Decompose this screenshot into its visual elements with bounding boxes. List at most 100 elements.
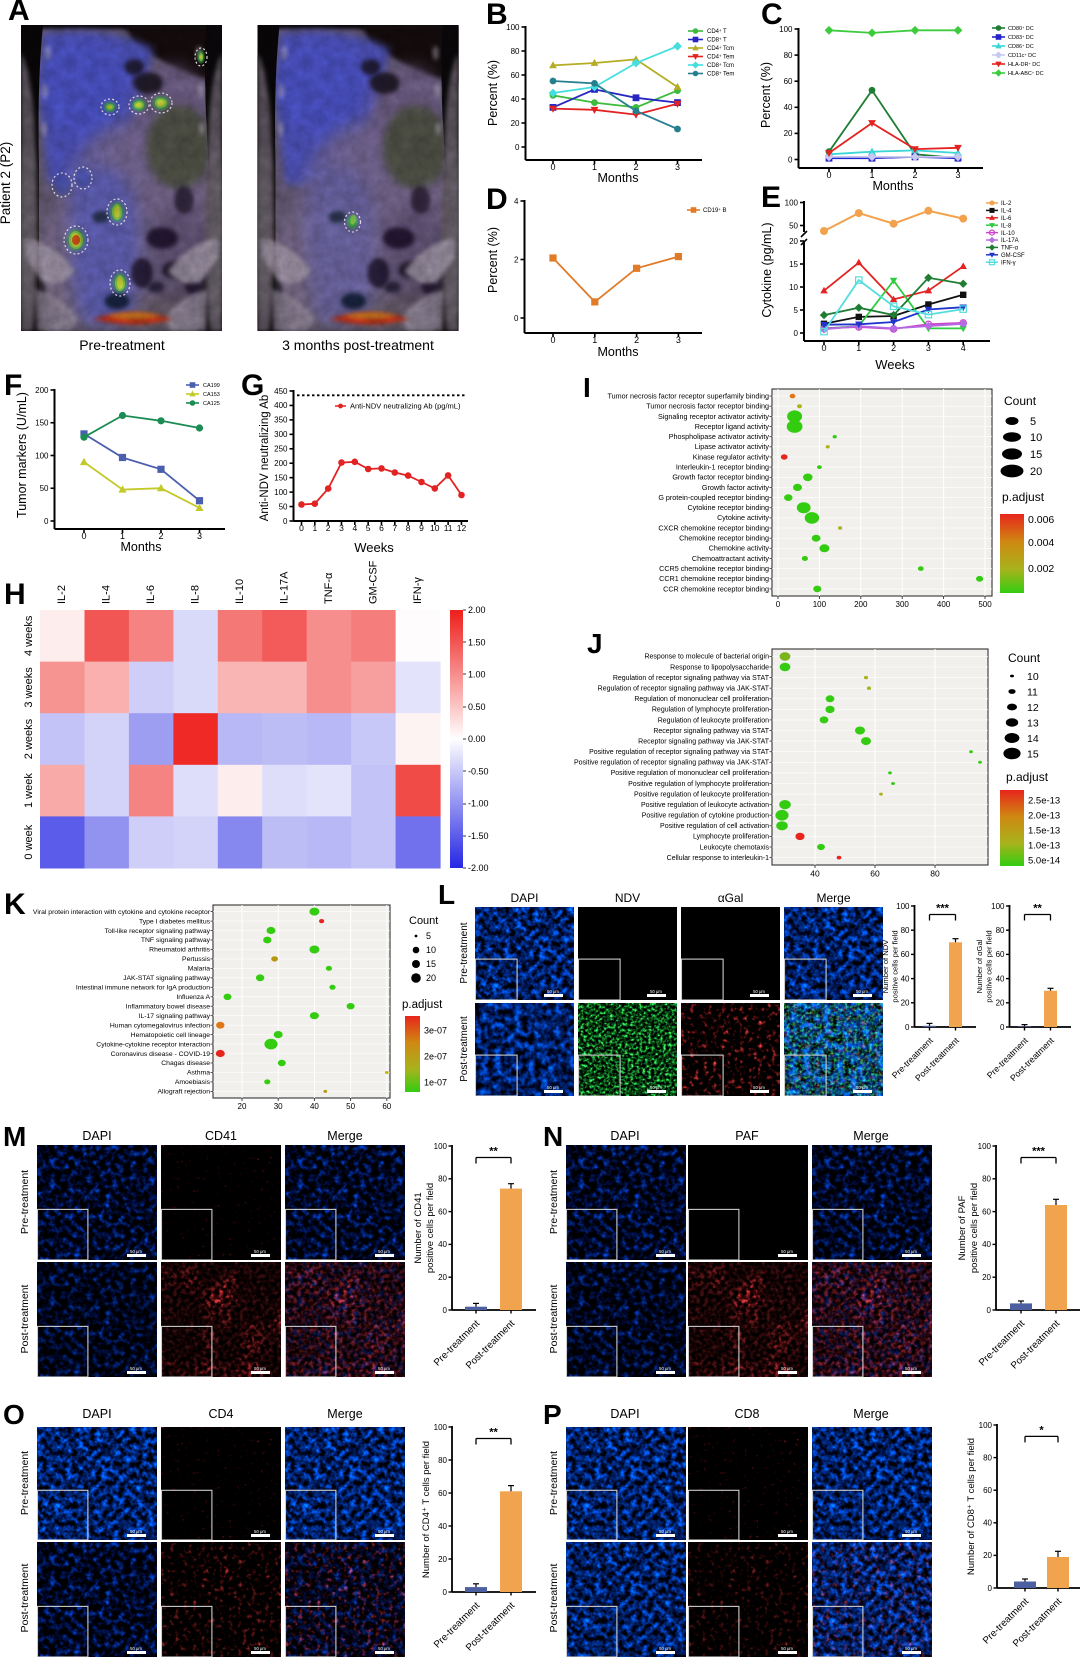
svg-text:Patient 2 (P2): Patient 2 (P2) <box>0 142 13 225</box>
svg-text:JAK-STAT signaling pathway: JAK-STAT signaling pathway <box>123 975 210 982</box>
svg-text:1: 1 <box>592 335 597 345</box>
svg-text:p.adjust: p.adjust <box>1006 770 1049 784</box>
svg-text:CD19+ B: CD19+ B <box>703 207 726 214</box>
svg-text:Type I diabetes mellitus: Type I diabetes mellitus <box>139 918 211 925</box>
svg-text:Growth factor receptor binding: Growth factor receptor binding <box>672 473 769 482</box>
svg-text:Pre-treatment: Pre-treatment <box>459 922 470 983</box>
svg-text:50: 50 <box>40 484 49 493</box>
svg-text:positive cells per field: positive cells per field <box>969 1183 980 1273</box>
svg-text:Regulation of receptor signali: Regulation of receptor signaling pathway… <box>598 685 770 692</box>
svg-text:Positive regulation of recepto: Positive regulation of receptor signalin… <box>574 760 770 767</box>
svg-text:Positive regulation of mononuc: Positive regulation of mononuclear cell … <box>611 770 769 777</box>
svg-text:80: 80 <box>511 47 520 56</box>
svg-text:0: 0 <box>794 329 799 338</box>
svg-text:400: 400 <box>937 600 951 609</box>
svg-text:2: 2 <box>634 335 639 345</box>
svg-text:CD4+ T: CD4+ T <box>707 28 727 35</box>
svg-text:50 μm: 50 μm <box>905 1529 917 1534</box>
svg-text:CD4+ Tem: CD4+ Tem <box>707 54 734 61</box>
svg-text:3: 3 <box>675 162 680 172</box>
svg-text:20: 20 <box>982 1273 991 1282</box>
svg-text:10: 10 <box>426 945 436 955</box>
svg-text:GM-CSF: GM-CSF <box>1001 253 1025 259</box>
svg-text:Malaria: Malaria <box>188 966 211 973</box>
svg-text:20: 20 <box>983 1551 992 1560</box>
svg-text:100: 100 <box>506 23 520 32</box>
svg-text:1: 1 <box>869 170 874 180</box>
svg-text:positive cells per field: positive cells per field <box>890 930 899 1002</box>
svg-text:20: 20 <box>789 237 798 246</box>
svg-text:IL-4: IL-4 <box>1001 209 1012 215</box>
svg-text:80: 80 <box>438 1175 447 1184</box>
svg-text:Rheumatoid arthritis: Rheumatoid arthritis <box>149 947 210 954</box>
svg-text:Post-treatment: Post-treatment <box>19 1284 31 1353</box>
svg-text:p.adjust: p.adjust <box>402 999 443 1011</box>
svg-text:0: 0 <box>905 1023 910 1032</box>
svg-text:CD8+ Tem: CD8+ Tem <box>707 71 734 78</box>
svg-text:**: ** <box>1033 902 1042 914</box>
svg-text:3 weeks: 3 weeks <box>23 667 35 708</box>
svg-text:Chemokine receptor binding: Chemokine receptor binding <box>679 534 769 543</box>
svg-text:50 μm: 50 μm <box>905 1366 917 1371</box>
svg-text:Cellular response to interleuk: Cellular response to interleukin-1 <box>667 855 769 862</box>
svg-text:**: ** <box>489 1427 498 1439</box>
svg-text:12: 12 <box>457 523 467 533</box>
svg-text:Positive regulation of cytokin: Positive regulation of cytokine producti… <box>642 813 769 820</box>
svg-text:100: 100 <box>813 600 827 609</box>
svg-text:1: 1 <box>856 343 861 353</box>
svg-text:100: 100 <box>434 1142 448 1151</box>
svg-text:Number of αGal: Number of αGal <box>975 939 984 993</box>
svg-text:150: 150 <box>274 473 288 482</box>
svg-text:40: 40 <box>310 1102 319 1111</box>
svg-text:Positive regulation of lymphoc: Positive regulation of lymphocyte prolif… <box>628 781 769 788</box>
svg-text:Amoebiasis: Amoebiasis <box>175 1079 211 1086</box>
svg-text:IL-17A: IL-17A <box>1001 238 1019 244</box>
svg-text:4: 4 <box>514 197 519 206</box>
svg-text:Positive regulation of leukocy: Positive regulation of leukocyte activat… <box>641 802 769 809</box>
svg-text:20: 20 <box>900 999 909 1008</box>
svg-text:4: 4 <box>352 523 357 533</box>
svg-text:Receptor signaling pathway via: Receptor signaling pathway via STAT <box>653 728 769 735</box>
svg-text:Regulation of lymphocyte proli: Regulation of lymphocyte proliferation <box>652 707 769 714</box>
svg-text:IL-6: IL-6 <box>1001 216 1012 222</box>
svg-text:IL-17 signaling pathway: IL-17 signaling pathway <box>139 1013 211 1020</box>
svg-text:40: 40 <box>438 1522 447 1531</box>
svg-text:Cytokine-cytokine receptor int: Cytokine-cytokine receptor interaction <box>96 1041 210 1048</box>
svg-text:50 μm: 50 μm <box>659 1249 671 1254</box>
svg-text:IFN-γ: IFN-γ <box>1001 260 1016 266</box>
svg-text:Response to molecule of bacter: Response to molecule of bacterial origin <box>644 654 769 661</box>
svg-text:400: 400 <box>274 401 288 410</box>
svg-text:15: 15 <box>1027 748 1039 760</box>
svg-text:2.0e-13: 2.0e-13 <box>1028 811 1060 822</box>
svg-text:Post-treatment: Post-treatment <box>548 1284 560 1353</box>
svg-text:60: 60 <box>995 950 1004 959</box>
svg-text:IL-2: IL-2 <box>56 585 68 604</box>
svg-text:TNF-α: TNF-α <box>323 572 335 604</box>
svg-text:40: 40 <box>900 974 909 983</box>
svg-text:150: 150 <box>35 419 49 428</box>
svg-text:60: 60 <box>982 1207 991 1216</box>
svg-text:20: 20 <box>426 973 436 983</box>
svg-text:Number of NDV: Number of NDV <box>881 939 890 994</box>
svg-text:0: 0 <box>299 523 304 533</box>
svg-text:50 μm: 50 μm <box>254 1249 266 1254</box>
svg-text:Receptor signaling pathway via: Receptor signaling pathway via JAK-STAT <box>638 738 770 745</box>
svg-text:positive cells per field: positive cells per field <box>984 930 993 1002</box>
svg-text:Allograft rejection: Allograft rejection <box>157 1089 210 1096</box>
svg-text:CD4+ Tcm: CD4+ Tcm <box>707 45 734 52</box>
svg-text:Toll-like receptor signaling p: Toll-like receptor signaling pathway <box>105 928 211 935</box>
svg-text:5: 5 <box>1030 416 1036 428</box>
svg-text:50 μm: 50 μm <box>753 1085 765 1090</box>
svg-text:20: 20 <box>1030 466 1042 478</box>
svg-text:0.006: 0.006 <box>1028 514 1054 526</box>
svg-text:***: *** <box>1032 1145 1046 1157</box>
svg-text:-2.00: -2.00 <box>468 863 489 873</box>
svg-text:50 μm: 50 μm <box>130 1646 142 1651</box>
svg-text:0: 0 <box>988 1584 993 1593</box>
svg-text:0: 0 <box>44 517 49 526</box>
svg-text:5: 5 <box>366 523 371 533</box>
svg-text:4 weeks: 4 weeks <box>23 615 35 656</box>
svg-text:Count: Count <box>1004 394 1037 408</box>
svg-text:Positive regulation of leukocy: Positive regulation of leukocyte prolife… <box>634 791 769 798</box>
svg-text:200: 200 <box>274 459 288 468</box>
